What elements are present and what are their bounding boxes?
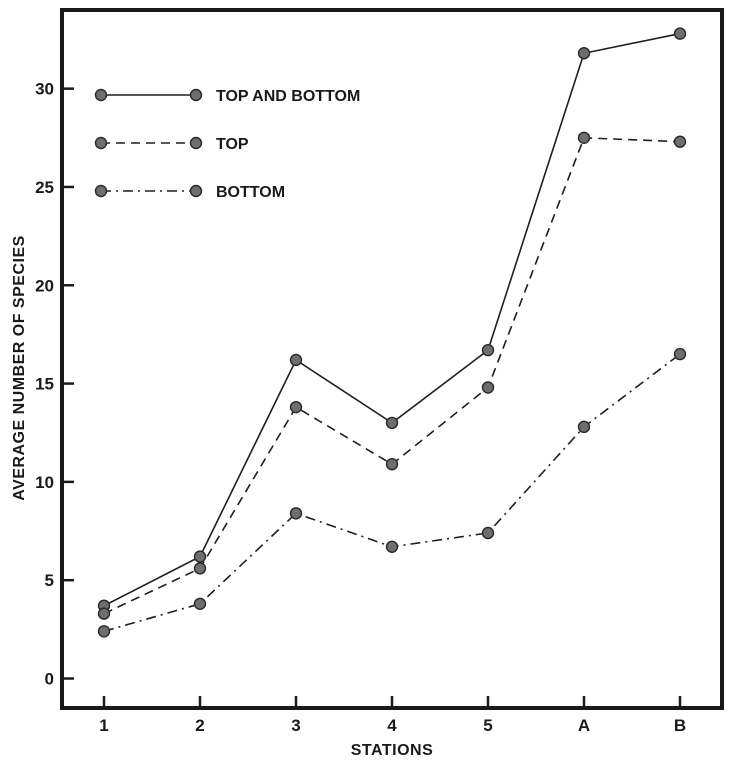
series-2	[99, 349, 686, 637]
x-tick-label: A	[578, 716, 590, 735]
legend-entry: BOTTOM	[96, 184, 286, 201]
legend-marker	[191, 90, 202, 101]
series-layer	[99, 28, 686, 637]
data-point	[675, 28, 686, 39]
data-point	[579, 48, 590, 59]
legend-label: BOTTOM	[216, 184, 285, 201]
data-point	[483, 345, 494, 356]
data-point	[675, 349, 686, 360]
y-tick-label: 0	[45, 670, 54, 689]
data-point	[195, 563, 206, 574]
data-point	[675, 136, 686, 147]
data-point	[483, 382, 494, 393]
series-0	[99, 28, 686, 611]
x-tick-label: 4	[387, 716, 397, 735]
data-point	[195, 551, 206, 562]
data-point	[579, 421, 590, 432]
data-point	[387, 417, 398, 428]
legend: TOP AND BOTTOM TOP BOTTOM	[96, 88, 361, 201]
series-line	[104, 354, 680, 631]
x-axis-title: STATIONS	[351, 742, 434, 759]
legend-marker	[96, 90, 107, 101]
y-tick-label: 10	[35, 473, 54, 492]
x-tick-label: 5	[483, 716, 492, 735]
x-tick-label: 3	[291, 716, 300, 735]
legend-entry: TOP	[96, 136, 249, 153]
data-point	[387, 541, 398, 552]
data-point	[387, 459, 398, 470]
plot-frame	[62, 10, 722, 708]
legend-marker	[96, 138, 107, 149]
data-point	[99, 608, 110, 619]
y-tick-label: 15	[35, 375, 54, 394]
y-tick-label: 20	[35, 276, 54, 295]
legend-marker	[191, 138, 202, 149]
data-point	[291, 402, 302, 413]
data-point	[291, 508, 302, 519]
x-tick-label: B	[674, 716, 686, 735]
legend-label: TOP AND BOTTOM	[216, 88, 360, 105]
data-point	[291, 354, 302, 365]
y-tick-label: 5	[45, 571, 54, 590]
y-axis-title: AVERAGE NUMBER OF SPECIES	[11, 235, 28, 501]
y-tick-label: 30	[35, 80, 54, 99]
series-line	[104, 34, 680, 606]
legend-marker	[191, 186, 202, 197]
legend-marker	[96, 186, 107, 197]
data-point	[483, 528, 494, 539]
data-point	[99, 626, 110, 637]
legend-label: TOP	[216, 136, 249, 153]
legend-entry: TOP AND BOTTOM	[96, 88, 361, 105]
x-tick-label: 2	[195, 716, 204, 735]
x-axis: 1 2 3 4 5 A B	[99, 696, 686, 735]
x-tick-label: 1	[99, 716, 108, 735]
data-point	[579, 132, 590, 143]
y-axis: 0 5 10 15 20 25 30	[35, 80, 74, 689]
y-tick-label: 25	[35, 178, 54, 197]
data-point	[195, 598, 206, 609]
